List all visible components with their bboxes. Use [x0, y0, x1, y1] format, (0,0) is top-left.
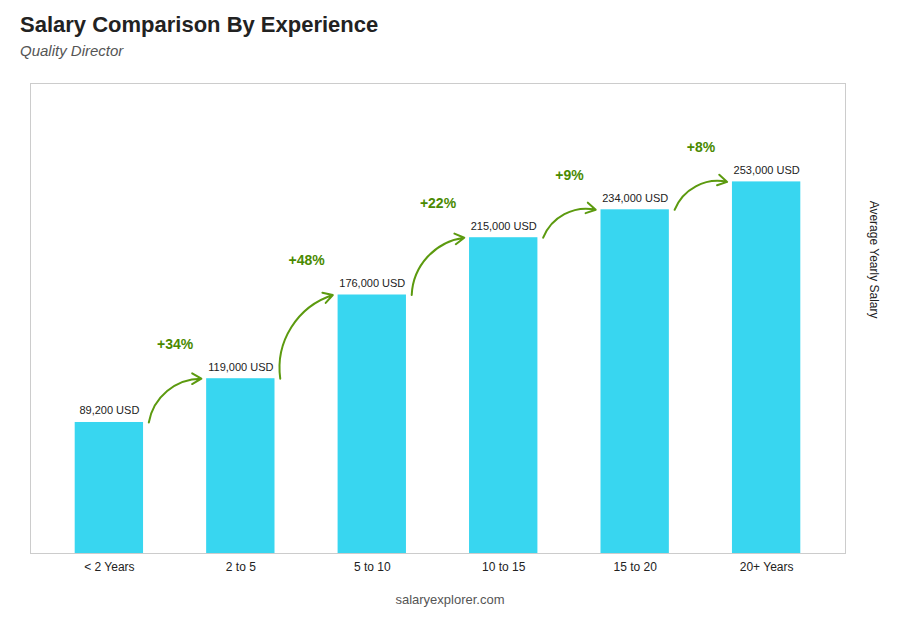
html-text:salaryexplorer.com: salaryexplorer.com: [395, 592, 505, 607]
svg-text:119,000 USD: 119,000 USD: [208, 361, 273, 373]
svg-text:+48%: +48%: [288, 252, 325, 268]
svg-text:176,000 USD: 176,000 USD: [339, 277, 405, 289]
html-text:Quality Director: Quality Director: [20, 42, 124, 59]
svg-text:< 2 Years: < 2 Years: [84, 560, 134, 574]
svg-text:+34%: +34%: [157, 336, 194, 352]
svg-text:15 to 20: 15 to 20: [613, 560, 657, 574]
svg-text:234,000 USD: 234,000 USD: [602, 192, 668, 204]
svg-text:Average Yearly Salary: Average Yearly Salary: [867, 201, 881, 319]
svg-text:253,000 USD: 253,000 USD: [734, 164, 800, 176]
svg-text:2 to 5: 2 to 5: [226, 560, 256, 574]
svg-text:+9%: +9%: [555, 167, 584, 183]
svg-text:+22%: +22%: [420, 195, 457, 211]
svg-text:215,000 USD: 215,000 USD: [471, 220, 537, 232]
svg-text:5 to 10: 5 to 10: [354, 560, 391, 574]
svg-text:10 to 15: 10 to 15: [482, 560, 526, 574]
svg-text:+8%: +8%: [687, 139, 716, 155]
svg-text:20+ Years: 20+ Years: [740, 560, 794, 574]
svg-text:89,200 USD: 89,200 USD: [79, 404, 139, 416]
html-text:Salary Comparison By Experienc: Salary Comparison By Experience: [20, 12, 379, 37]
